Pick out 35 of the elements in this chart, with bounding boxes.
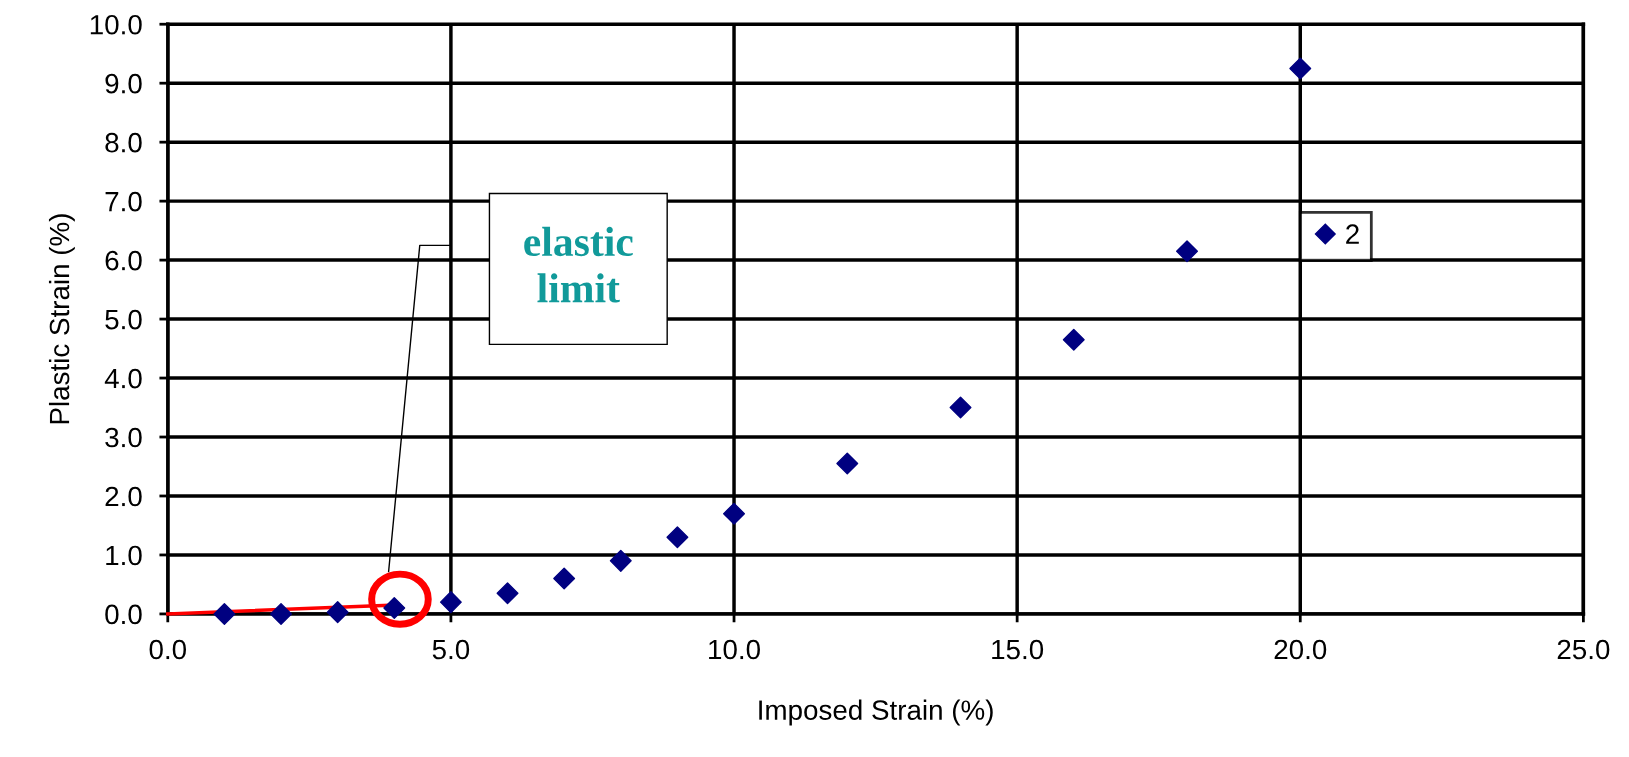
point <box>439 591 462 614</box>
x-tick-label: 20.0 <box>1274 639 1327 660</box>
y-tick-label: 1.0 <box>106 545 142 566</box>
y-tick-label: 6.0 <box>105 250 142 271</box>
point <box>1062 328 1085 351</box>
y-tick-label: 10.0 <box>90 14 142 35</box>
y-tick-label: 5.0 <box>105 309 142 330</box>
x-axis-title: Imposed Strain (%) <box>759 699 993 726</box>
y-tick-label: 9.0 <box>105 73 142 94</box>
x-tick-label: 10.0 <box>709 639 760 660</box>
point <box>553 567 576 590</box>
x-tick-label: 5.0 <box>432 639 470 660</box>
point <box>1176 240 1199 263</box>
point <box>1289 57 1312 80</box>
point <box>949 396 972 419</box>
y-tick-label: 4.0 <box>104 368 142 389</box>
legend-label: 2 <box>1346 224 1359 244</box>
y-tick-label: 3.0 <box>105 427 142 448</box>
point <box>609 549 632 572</box>
y-tick-label: 7.0 <box>105 191 142 212</box>
x-tick-label: 0.0 <box>149 639 187 660</box>
y-tick-label: 2.0 <box>105 486 142 507</box>
x-tick-label: 15.0 <box>992 639 1044 660</box>
y-axis-title: Plastic Strain (%) <box>48 214 75 424</box>
y-tick-label: 8.0 <box>105 132 142 153</box>
point <box>270 602 293 625</box>
y-tick-label: 0.0 <box>105 604 142 625</box>
point <box>723 502 746 525</box>
point <box>213 602 236 625</box>
point <box>836 452 859 475</box>
point <box>496 582 519 605</box>
point <box>666 526 689 549</box>
annotation: elastic limit <box>524 226 633 303</box>
x-tick-label: 25.0 <box>1557 639 1610 660</box>
point <box>326 601 349 624</box>
